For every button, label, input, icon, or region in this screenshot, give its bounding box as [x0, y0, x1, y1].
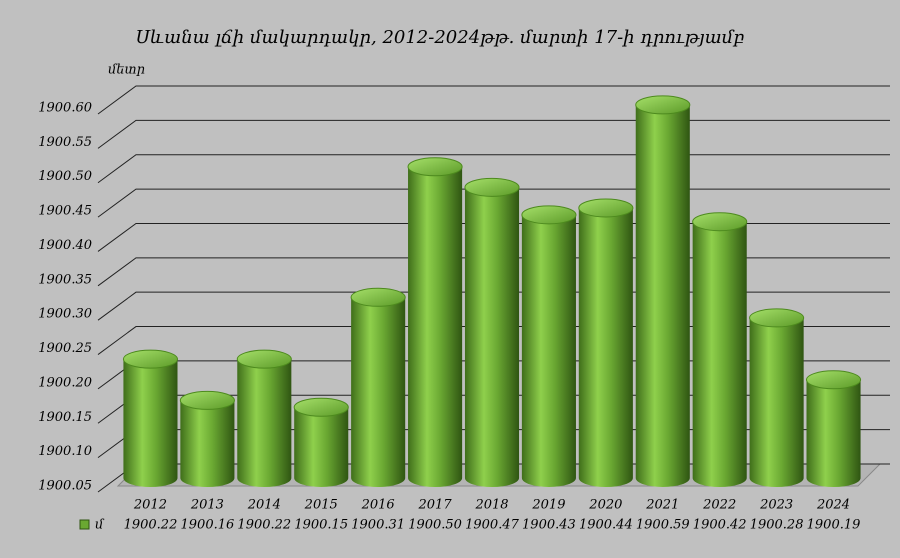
y-tick-label: 1900.25 [38, 341, 92, 356]
x-tick-label: 2018 [474, 498, 508, 513]
y-tick-label: 1900.55 [38, 135, 92, 150]
y-tick-label: 1900.05 [38, 479, 92, 494]
y-tick-label: 1900.35 [38, 272, 92, 287]
x-tick-label: 2019 [531, 498, 565, 513]
x-tick-label: 2020 [588, 498, 622, 513]
y-tick-label: 1900.40 [38, 238, 92, 253]
value-label: 1900.22 [237, 518, 291, 533]
y-tick-label: 1900.45 [38, 204, 92, 219]
value-label: 1900.31 [351, 518, 405, 533]
bar [578, 198, 634, 488]
x-tick-label: 2012 [133, 498, 167, 513]
bar [464, 177, 520, 487]
value-label: 1900.44 [579, 518, 633, 533]
value-label: 1900.28 [750, 518, 804, 533]
value-label: 1900.22 [124, 518, 178, 533]
value-label: 1900.19 [807, 518, 861, 533]
value-label: 1900.50 [408, 518, 462, 533]
value-label: 1900.59 [636, 518, 690, 533]
bar [635, 95, 691, 487]
legend-key [79, 519, 90, 530]
bar [350, 287, 406, 487]
value-label: 1900.43 [522, 518, 576, 533]
x-tick-label: 2013 [190, 498, 224, 513]
x-tick-label: 2016 [361, 498, 395, 513]
value-label: 1900.47 [465, 518, 519, 533]
y-tick-label: 1900.50 [38, 169, 92, 184]
bar [122, 349, 178, 487]
x-tick-label: 2023 [759, 498, 793, 513]
bar [692, 212, 748, 487]
y-tick-label: 1900.15 [38, 410, 92, 425]
x-tick-label: 2022 [702, 498, 736, 513]
y-tick-label: 1900.20 [38, 375, 92, 390]
y-tick-label: 1900.60 [38, 101, 92, 116]
bar [749, 308, 805, 487]
grid-line [97, 85, 890, 115]
bar [806, 370, 862, 487]
bar [179, 390, 235, 487]
x-tick-label: 2017 [418, 498, 453, 513]
value-label: 1900.15 [294, 518, 348, 533]
value-label: 1900.42 [693, 518, 747, 533]
bar [293, 397, 349, 487]
bar [521, 205, 577, 487]
y-tick-label: 1900.30 [38, 307, 92, 322]
y-axis-label: մետր [108, 63, 145, 78]
grid-line [97, 119, 890, 149]
legend-label: մ [95, 518, 105, 533]
bar [407, 157, 463, 487]
x-tick-label: 2014 [247, 498, 281, 513]
y-tick-label: 1900.10 [38, 444, 92, 459]
x-tick-label: 2021 [645, 498, 679, 513]
chart-title: Սևանա լճի մակարդակր, 2012-2024թթ. մարտի … [136, 27, 745, 48]
x-tick-label: 2024 [816, 498, 850, 513]
x-tick-label: 2015 [304, 498, 338, 513]
bar [236, 349, 292, 487]
value-label: 1900.16 [181, 518, 235, 533]
